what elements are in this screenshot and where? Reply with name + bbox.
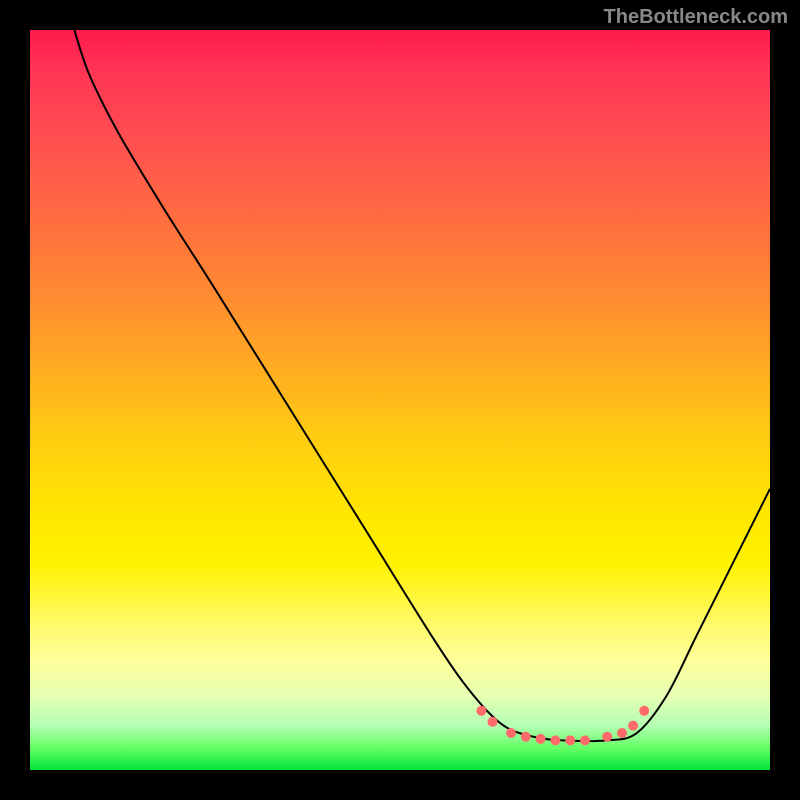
curve-line <box>74 30 770 741</box>
watermark-text: TheBottleneck.com <box>604 6 788 29</box>
marker-point <box>639 706 649 716</box>
marker-point <box>550 735 560 745</box>
marker-point <box>521 732 531 742</box>
marker-point <box>602 732 612 742</box>
marker-point <box>536 734 546 744</box>
marker-point <box>565 735 575 745</box>
bottleneck-curve <box>30 30 770 770</box>
marker-point <box>506 728 516 738</box>
chart-plot-area <box>30 30 770 770</box>
marker-point <box>488 717 498 727</box>
marker-point <box>628 721 638 731</box>
marker-point <box>580 735 590 745</box>
marker-point <box>617 728 627 738</box>
marker-point <box>476 706 486 716</box>
